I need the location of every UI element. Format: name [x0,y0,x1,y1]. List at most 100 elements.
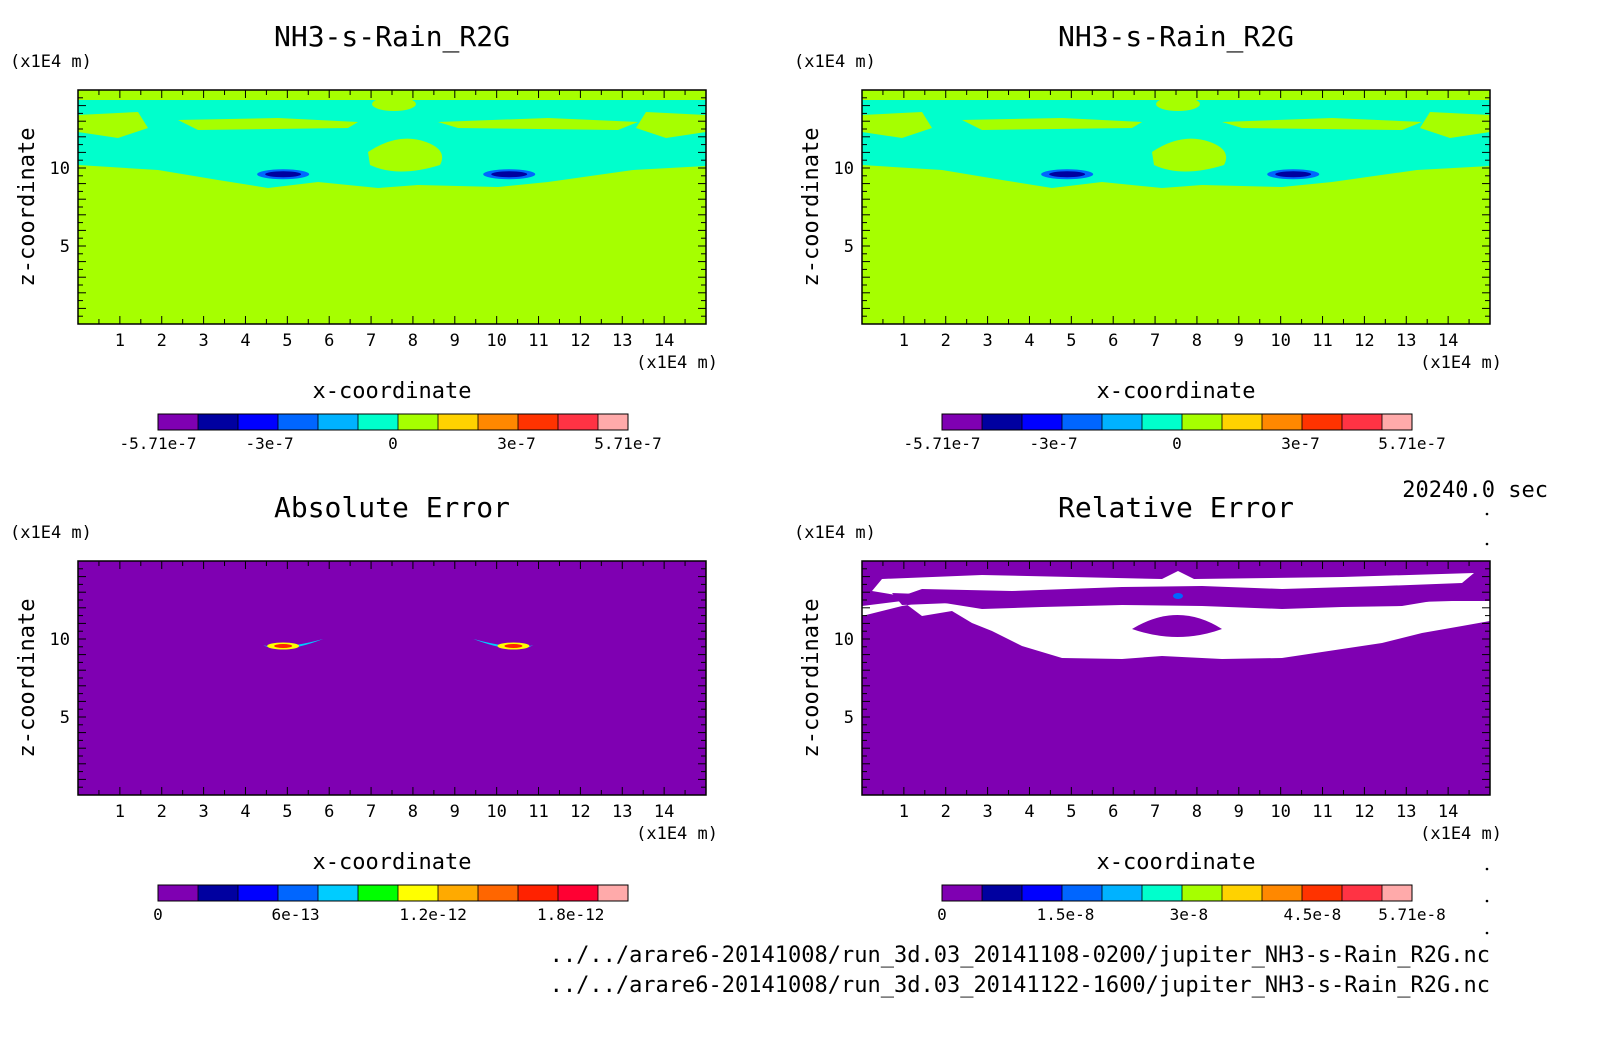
colorbar-swatch [1382,885,1412,901]
colorbar-swatch [982,885,1022,901]
x-tick-label: 5 [1066,331,1076,351]
colorbar-swatch [1142,885,1182,901]
x-tick-label: 10 [486,331,506,351]
colorbar-tick-label: 3e-7 [1281,434,1320,453]
x-tick-label: 13 [612,802,632,822]
colorbar-swatch [1022,414,1062,430]
white-region [872,571,1474,596]
x-tick-label: 6 [1108,331,1118,351]
colorbar-frame [941,413,1413,431]
colorbar-tick-label: -3e-7 [245,434,293,453]
colorbar-swatch [158,414,198,430]
colorbar: -5.71e-7 -3e-7 0 3e-7 5.71e-7 [903,413,1446,453]
colorbar-swatch [1222,414,1262,430]
x-tick-label: 2 [941,331,951,351]
x-unit-label: (x1E4 m) [1420,824,1502,844]
x-tick-label: 1 [899,802,909,822]
x-tick-label: 11 [528,331,548,351]
colorbar-swatch [398,885,438,901]
x-tick-label: 13 [612,331,632,351]
field-background [78,561,706,795]
x-axis-label: x-coordinate [1097,379,1256,404]
y-unit-label: (x1E4 m) [10,52,92,72]
x-axis-label: x-coordinate [1097,850,1256,875]
colorbar-swatch [982,414,1022,430]
y-tick-label: 5 [60,237,70,257]
colorbar-tick-label: 1.8e-12 [537,905,604,924]
file-path-1: ../../arare6-20141008/run_3d.03_20141108… [550,943,1490,968]
plot-field [862,90,1490,324]
x-tick-label: 4 [240,331,250,351]
x-tick-label: 2 [157,802,167,822]
x-tick-label: 1 [899,331,909,351]
colorbar-frame [941,884,1413,902]
margin-dot [1485,931,1489,935]
y-tick-label: 10 [834,630,854,650]
x-tick-label: 6 [1108,802,1118,822]
colorbar-swatch [598,885,628,901]
colorbar-tick-label: -5.71e-7 [119,434,196,453]
x-tick-label: 5 [1066,802,1076,822]
x-tick-label: 5 [282,802,292,822]
x-tick-label: 14 [654,802,674,822]
x-tick-label: 7 [366,802,376,822]
colorbar-swatch [1302,885,1342,901]
colorbar-tick-label: 3e-7 [497,434,536,453]
time-label: 20240.0 sec [1402,478,1548,503]
x-tick-label: 8 [1192,802,1202,822]
colorbar-tick-label: -5.71e-7 [903,434,980,453]
y-axis-label: z-coordinate [799,128,824,287]
x-tick-label: 6 [324,802,334,822]
green-island [178,118,358,130]
x-tick-label: 4 [1024,331,1034,351]
x-tick-label: 7 [366,331,376,351]
x-tick-label: 12 [570,802,590,822]
colorbar-swatch [942,414,982,430]
colorbar-swatch [1182,885,1222,901]
blue-feature-core-2 [491,171,528,178]
x-unit-label: (x1E4 m) [1420,353,1502,373]
y-tick-label: 10 [50,159,70,179]
y-axis-label: z-coordinate [15,128,40,287]
colorbar-swatch [518,885,558,901]
colorbar-swatch [1302,414,1342,430]
blue-feature-core-1 [265,171,302,178]
colorbar: 0 6e-13 1.2e-12 1.8e-12 [153,884,629,924]
colorbar-tick-label: -3e-7 [1029,434,1077,453]
chart-panel-2: 1 2 3 4 5 6 7 8 9 10 11 12 13 14510NH3-s-Rain_R2G(x1E… [794,20,1502,453]
colorbar-tick-label: 6e-13 [271,905,319,924]
x-tick-label: 14 [1438,802,1458,822]
x-tick-label: 4 [240,802,250,822]
colorbar-swatch [318,414,358,430]
x-tick-label: 1 [115,331,125,351]
y-tick-label: 5 [60,708,70,728]
x-tick-label: 8 [408,331,418,351]
x-tick-label: 13 [1396,802,1416,822]
colorbar-swatch [1062,414,1102,430]
margin-dot [1485,542,1489,546]
y-tick-label: 10 [50,630,70,650]
green-island [438,118,638,130]
colorbar-swatch [1342,414,1382,430]
blue-feature-core-2 [1275,171,1312,178]
x-tick-label: 11 [1312,802,1332,822]
x-tick-label: 13 [1396,331,1416,351]
colorbar-tick-label: 5.71e-7 [594,434,661,453]
margin-dot [1485,512,1489,516]
x-tick-label: 12 [1354,802,1374,822]
green-island [368,138,443,172]
colorbar-swatch [478,885,518,901]
x-tick-label: 10 [1270,331,1290,351]
colorbar-swatch [358,414,398,430]
x-tick-label: 3 [198,802,208,822]
green-island [372,97,416,111]
x-tick-label: 12 [1354,331,1374,351]
colorbar-swatch [318,885,358,901]
colorbar: -5.71e-7 -3e-7 0 3e-7 5.71e-7 [119,413,662,453]
y-axis-label: z-coordinate [15,599,40,758]
colorbar-tick-label: 4.5e-8 [1284,905,1342,924]
x-tick-label: 14 [654,331,674,351]
x-tick-label: 3 [982,802,992,822]
colorbar-swatch [238,885,278,901]
colorbar-swatch [598,414,628,430]
